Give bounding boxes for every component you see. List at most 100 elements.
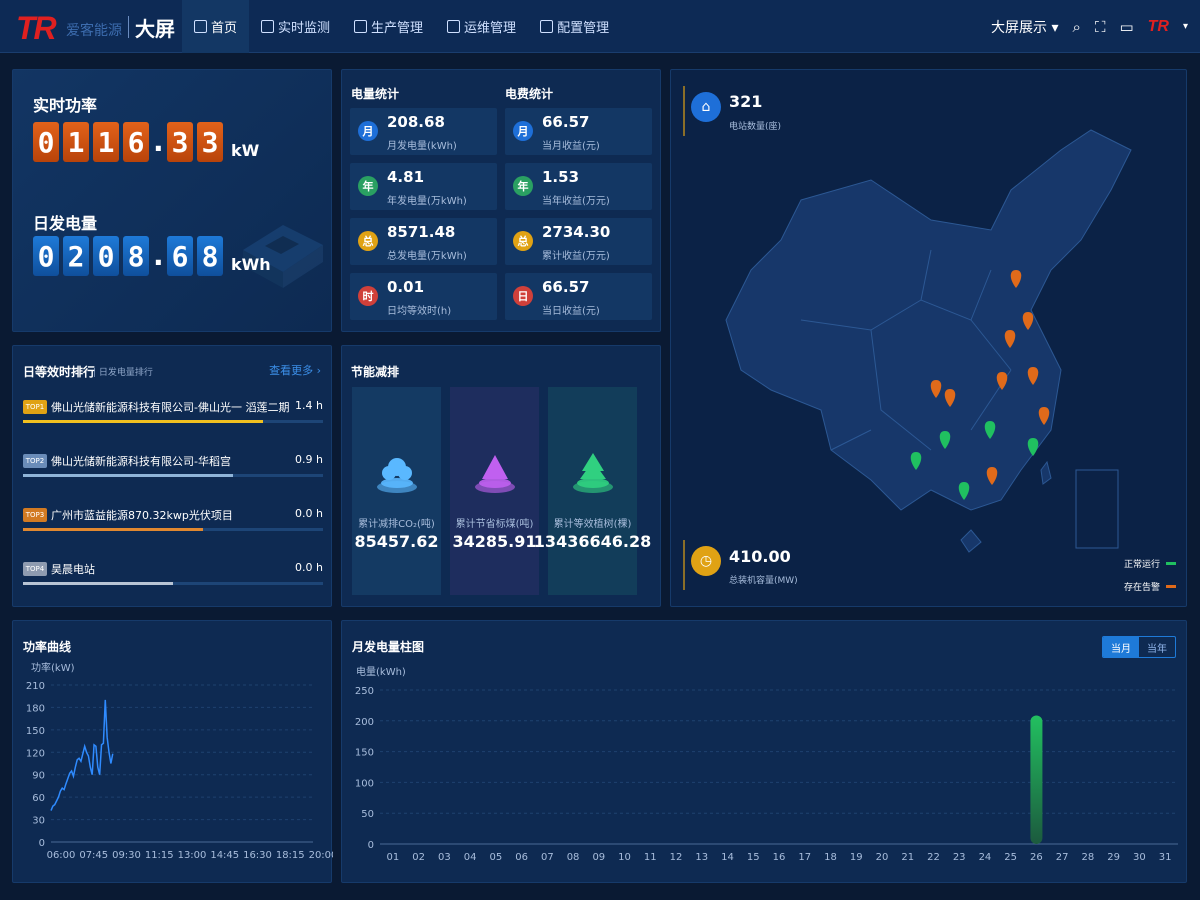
edit-icon: [447, 20, 461, 33]
x-tick-label: 23: [953, 852, 966, 863]
decimal-point: .: [153, 125, 164, 158]
x-tick-label: 18:15: [276, 850, 305, 861]
x-tick-label: 08: [567, 852, 580, 863]
x-tick-label: 02: [412, 852, 425, 863]
saving-label: 累计减排CO₂(吨): [358, 519, 435, 530]
y-tick-label: 210: [26, 681, 45, 692]
x-tick-label: 11:15: [145, 850, 174, 861]
stat-label: 当年收益(万元): [542, 196, 610, 207]
normal-station-pin[interactable]: [958, 482, 970, 500]
nav-item-0[interactable]: 首页: [182, 0, 250, 53]
x-tick-label: 29: [1107, 852, 1120, 863]
energy-stats-title: 电量统计: [351, 87, 400, 101]
alarm-station-pin[interactable]: [1027, 367, 1039, 385]
x-tick-label: 14:45: [210, 850, 239, 861]
alarm-station-pin[interactable]: [1010, 270, 1022, 288]
stat-value: 66.57: [542, 113, 590, 131]
x-tick-label: 15: [747, 852, 760, 863]
nav-item-2[interactable]: 生产管理: [342, 0, 435, 53]
main-nav: 首页 实时监测 生产管理 运维管理 配置管理: [182, 0, 621, 53]
legend-normal-swatch: [1166, 562, 1176, 565]
y-tick-label: 30: [32, 816, 45, 827]
user-avatar[interactable]: TR: [1147, 17, 1169, 35]
normal-station-pin[interactable]: [1027, 438, 1039, 456]
nav-item-3[interactable]: 运维管理: [435, 0, 528, 53]
screen-mode-dropdown[interactable]: 大屏展示 ▾: [991, 19, 1059, 36]
x-tick-label: 20:00: [309, 850, 333, 861]
alarm-station-pin[interactable]: [996, 372, 1008, 390]
fullscreen-icon[interactable]: ⛶: [1094, 17, 1106, 36]
rank-number: 0.0: [295, 561, 313, 574]
normal-station-pin[interactable]: [910, 452, 922, 470]
installed-capacity: 410.00: [729, 547, 791, 566]
realtime-power-label: 实时功率: [33, 96, 98, 115]
monthly-bar-panel: 月发电量柱图 当月 当年 电量(kWh) 0 50 100 150 200 250 01 02 0…: [341, 620, 1187, 883]
normal-station-pin[interactable]: [939, 431, 951, 449]
view-more-label: 查看更多: [269, 364, 314, 377]
ranking-subtitle-tab[interactable]: | 日发电量排行: [93, 368, 153, 378]
stat-label: 累计收益(万元): [542, 251, 610, 262]
digit: 2: [63, 236, 89, 276]
alarm-station-pin[interactable]: [944, 389, 956, 407]
device-illustration: [243, 225, 323, 288]
stat-badge: 日: [513, 286, 533, 306]
realtime-power-value: 0 1 1 6. 3 3 kW: [33, 122, 259, 162]
south-china-sea-inset: [1075, 469, 1119, 549]
daily-energy-label: 日发电量: [33, 214, 98, 233]
y-tick-label: 90: [32, 771, 45, 782]
x-tick-label: 25: [1004, 852, 1017, 863]
x-tick-label: 06: [515, 852, 528, 863]
x-tick-label: 07: [541, 852, 554, 863]
x-tick-label: 09:30: [112, 850, 141, 861]
alarm-station-pin[interactable]: [1038, 407, 1050, 425]
y-tick-label: 50: [361, 809, 374, 820]
x-tick-label: 04: [464, 852, 477, 863]
x-tick-label: 26: [1030, 852, 1043, 863]
stat-label: 当日收益(元): [542, 306, 600, 317]
top-bar: TR 爱客能源 大屏 首页 实时监测 生产管理 运维管理 配置管理 大屏展示 ▾ ⌕ ⛶…: [0, 0, 1200, 53]
alarm-station-pin[interactable]: [930, 380, 942, 398]
station-count: 321: [729, 92, 763, 111]
stat-badge: 年: [358, 176, 378, 196]
y-tick-label: 0: [39, 838, 45, 849]
energy-saving-panel: 节能减排 累计减排CO₂(吨) 85457.62 累计节省标煤(吨) 34285.91…: [341, 345, 661, 607]
digit: 3: [167, 122, 193, 162]
tab-current-month[interactable]: 当月: [1103, 637, 1139, 657]
nav-item-1[interactable]: 实时监测: [249, 0, 342, 53]
y-tick-label: 120: [26, 748, 45, 759]
alarm-station-pin[interactable]: [986, 467, 998, 485]
alarm-station-pin[interactable]: [1022, 312, 1034, 330]
power-curve-title: 功率曲线: [23, 640, 72, 654]
y-tick-label: 150: [355, 748, 374, 759]
saving-label: 累计等效植树(棵): [553, 519, 632, 530]
x-tick-label: 22: [927, 852, 940, 863]
normal-station-pin[interactable]: [984, 421, 996, 439]
view-more-link[interactable]: 查看更多 ›: [269, 364, 321, 377]
x-tick-label: 03: [438, 852, 451, 863]
stat-value: 0.01: [387, 278, 425, 296]
home-icon: [194, 20, 207, 33]
realtime-panel: 实时功率 0 1 1 6. 3 3 kW 日发电量 0 2 0 8. 6 8 kWh: [12, 69, 332, 332]
message-icon[interactable]: ▭: [1119, 17, 1134, 36]
x-tick-label: 21: [901, 852, 914, 863]
monitor-icon: [261, 20, 275, 33]
rank-value: 0.0 h: [295, 561, 323, 574]
search-icon[interactable]: ⌕: [1072, 17, 1081, 36]
rank-unit: h: [316, 507, 323, 520]
installed-capacity-label: 总装机容量(MW): [729, 576, 798, 586]
station-name: 佛山光储新能源科技有限公司-华稻宫: [51, 455, 231, 468]
x-tick-label: 13: [695, 852, 708, 863]
monthly-bar-chart: 电量(kWh) 0 50 100 150 200 250 01 02 03 04 05 06 07 08 09…: [355, 665, 1178, 863]
stat-badge: 总: [513, 231, 533, 251]
x-tick-label: 19: [850, 852, 863, 863]
nav-label: 首页: [211, 21, 238, 36]
stat-value: 66.57: [542, 278, 590, 296]
alarm-station-pin[interactable]: [1004, 330, 1016, 348]
tab-current-year[interactable]: 当年: [1147, 643, 1167, 655]
rank-progress-track: [23, 420, 323, 423]
bar-day-26[interactable]: [1030, 715, 1043, 844]
clipboard-icon: [354, 20, 368, 33]
chevron-down-icon[interactable]: ▾: [1182, 21, 1188, 32]
nav-item-4[interactable]: 配置管理: [528, 0, 621, 53]
x-tick-label: 10: [618, 852, 631, 863]
